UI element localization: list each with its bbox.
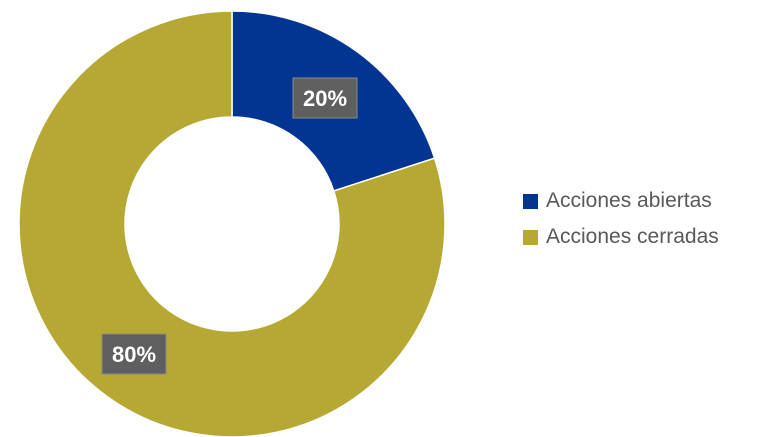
legend-item-acciones-cerradas: Acciones cerradas: [523, 219, 763, 255]
chart-legend: Acciones abiertas Acciones cerradas: [523, 183, 763, 255]
legend-label-acciones-cerradas: Acciones cerradas: [546, 225, 719, 248]
data-label-acciones-abiertas-bg: [292, 77, 358, 119]
legend-item-acciones-abiertas: Acciones abiertas: [523, 183, 763, 219]
data-label-acciones-cerradas-text: 80%: [112, 342, 156, 367]
data-label-acciones-abiertas: 20%: [292, 77, 358, 119]
data-label-acciones-abiertas-text: 20%: [303, 86, 347, 111]
data-label-acciones-cerradas: 80%: [101, 333, 167, 375]
legend-swatch-acciones-abiertas: [523, 193, 538, 209]
legend-label-acciones-abiertas: Acciones abiertas: [546, 189, 712, 212]
data-label-acciones-cerradas-bg: [101, 333, 167, 375]
slice-acciones-cerradas: [18, 10, 446, 437]
legend-swatch-acciones-cerradas: [523, 229, 538, 245]
